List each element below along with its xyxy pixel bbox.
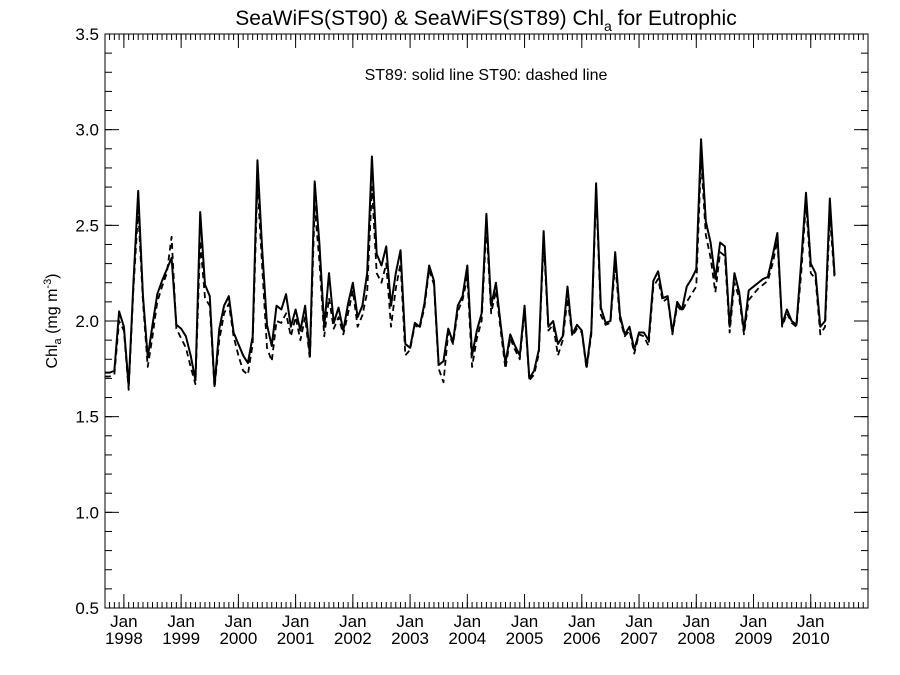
x-tick-year: 2001 — [277, 629, 315, 648]
series-line-st89 — [104, 138, 836, 388]
svg-text:Chla (mg m-3): Chla (mg m-3) — [42, 273, 64, 368]
axes: 0.51.01.52.02.53.03.5Jan1998Jan1999Jan20… — [75, 25, 869, 648]
x-tick-month: Jan — [568, 612, 595, 631]
x-tick-year: 2007 — [620, 629, 658, 648]
y-label-exp: -3 — [42, 279, 54, 289]
x-tick-month: Jan — [225, 612, 252, 631]
y-label-close: ) — [44, 273, 61, 278]
y-tick-label: 0.5 — [75, 599, 99, 618]
series-line-st90 — [104, 157, 836, 391]
x-tick-month: Jan — [396, 612, 423, 631]
series-layer — [104, 138, 836, 391]
svg-text:SeaWiFS(ST90) & SeaWiFS(ST89): SeaWiFS(ST90) & SeaWiFS(ST89) Chla for E… — [235, 7, 736, 34]
y-tick-label: 3.5 — [75, 25, 99, 44]
y-label-unit: (mg m — [44, 289, 61, 339]
chart-title-main: SeaWiFS(ST90) & SeaWiFS(ST89) Chl — [235, 7, 604, 30]
y-label-sub: a — [52, 338, 64, 345]
x-tick-month: Jan — [511, 612, 538, 631]
x-tick-month: Jan — [110, 612, 137, 631]
series-annotation: ST89: solid line ST90: dashed line — [365, 67, 608, 84]
y-axis: 0.5 1.0 1.5 2.0 2.5 3.0 3.5 — [75, 25, 868, 618]
x-tick-month: Jan — [683, 612, 710, 631]
x-tick-month: Jan — [339, 612, 366, 631]
x-tick-year: 2005 — [506, 629, 544, 648]
x-axis: Jan1998Jan1999Jan2000Jan2001Jan2002Jan20… — [105, 34, 869, 648]
x-tick-year: 2010 — [792, 629, 830, 648]
x-tick-year: 1998 — [105, 629, 143, 648]
plot-frame — [104, 33, 869, 609]
y-tick-label: 1.0 — [75, 503, 99, 522]
chart-title-suffix: for Eutrophic — [612, 7, 737, 30]
y-label-main: Chl — [44, 345, 61, 369]
y-axis-label: Chla (mg m-3) — [42, 273, 64, 368]
chart-title: SeaWiFS(ST90) & SeaWiFS(ST89) Chla for E… — [235, 7, 736, 34]
x-tick-month: Jan — [797, 612, 824, 631]
x-tick-year: 2002 — [334, 629, 372, 648]
x-tick-year: 2003 — [391, 629, 429, 648]
y-tick-label: 2.5 — [75, 216, 99, 235]
x-tick-month: Jan — [740, 612, 767, 631]
x-tick-month: Jan — [167, 612, 194, 631]
y-tick-label: 3.0 — [75, 121, 99, 140]
x-tick-year: 2000 — [219, 629, 257, 648]
x-tick-month: Jan — [454, 612, 481, 631]
x-tick-month: Jan — [282, 612, 309, 631]
chart-title-subscript: a — [604, 18, 612, 34]
x-tick-year: 1999 — [162, 629, 200, 648]
x-tick-year: 2009 — [735, 629, 773, 648]
x-tick-month: Jan — [625, 612, 652, 631]
x-tick-year: 2004 — [448, 629, 486, 648]
y-tick-label: 1.5 — [75, 408, 99, 427]
y-tick-label: 2.0 — [75, 312, 99, 331]
x-tick-year: 2006 — [563, 629, 601, 648]
x-tick-year: 2008 — [677, 629, 715, 648]
